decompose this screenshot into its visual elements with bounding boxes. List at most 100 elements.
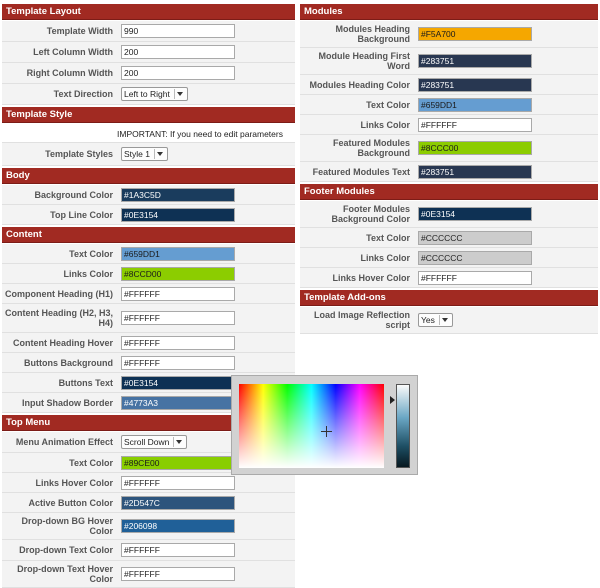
top-menu-color-input[interactable]: #FFFFFF [121,543,235,557]
content-color-input[interactable]: #FFFFFF [121,335,235,350]
footer-modules-row: Links Color #CCCCCC [300,248,598,268]
modules-color-input[interactable]: #283751 [418,54,532,68]
content-color-input[interactable]: #FFFFFF [121,355,235,370]
footer-modules-color-input[interactable]: #CCCCCC [418,230,532,245]
content-row: Buttons Text #0E3154 [2,373,295,393]
footer-modules-color-input[interactable]: #CCCCCC [418,250,532,265]
modules-label: Text Color [366,99,410,110]
template-styles-value: Style 1 [124,149,150,159]
modules-row: Modules Heading Background #F5A700 [300,21,598,48]
footer-modules-row: Text Color #CCCCCC [300,228,598,248]
section-template-addons-header: Template Add-ons [300,290,598,306]
footer-modules-label: Links Color [360,252,410,263]
content-row: Component Heading (H1) #FFFFFF [2,284,295,304]
modules-color-input[interactable]: #F5A700 [418,27,532,41]
content-rows: Text Color #659DD1 Links Color #8CCD00 Compo… [2,244,295,413]
crosshair-icon[interactable] [321,426,332,437]
content-label: Content Heading (H2, H3, H4) [4,308,113,328]
footer-modules-label: Text Color [366,232,410,243]
modules-row: Links Color #FFFFFF [300,115,598,135]
template-layout-label: Left Column Width [33,47,113,57]
body-color-input[interactable]: #1A3C5D [121,187,235,202]
section-footer-modules-header: Footer Modules [300,184,598,200]
brightness-slider[interactable] [396,384,410,468]
content-color-input[interactable]: #0E3154 [121,375,235,390]
footer-modules-color-input[interactable]: #0E3154 [418,207,532,221]
top-menu-color-input[interactable]: #FFFFFF [121,475,235,490]
template-layout-input[interactable]: 990 [121,24,235,38]
chevron-down-icon [154,149,165,159]
template-styles-select[interactable]: Style 1 [121,147,168,161]
text-direction-row: Text Direction Left to Right [2,84,295,105]
content-label: Input Shadow Border [22,397,113,408]
modules-row: Modules Heading Color #283751 [300,75,598,95]
modules-label: Module Heading First Word [318,51,410,71]
modules-label: Modules Heading Background [335,24,410,44]
content-label: Content Heading Hover [12,337,113,348]
content-color-input[interactable]: #FFFFFF [121,286,235,301]
top-menu-row: Drop-down Text Hover Color #FFFFFF [2,561,295,588]
content-color-input[interactable]: #4773A3 [121,395,235,410]
template-layout-label: Template Width [46,26,113,36]
footer-modules-label: Footer Modules Background Color [331,204,410,224]
important-note: IMPORTANT: If you need to edit parameter… [117,129,283,139]
top-menu-color-input[interactable]: #89CE00 [121,455,235,470]
text-direction-select[interactable]: Left to Right [121,87,188,101]
content-color-input[interactable]: #FFFFFF [121,311,235,325]
template-layout-input[interactable]: 200 [121,66,235,80]
top-menu-label: Drop-down Text Color [19,545,113,555]
content-label: Text Color [69,248,113,259]
content-color-input[interactable]: #659DD1 [121,246,235,261]
top-menu-label: Drop-down Text Hover Color [17,564,113,584]
top-menu-label: Links Hover Color [35,477,113,488]
section-body-header: Body [2,168,295,184]
modules-color-input[interactable]: #FFFFFF [418,117,532,132]
modules-color-input[interactable]: #283751 [418,77,532,92]
slider-arrow-icon[interactable] [390,396,395,404]
content-row: Links Color #8CCD00 [2,264,295,284]
top-menu-color-input[interactable]: #2D547C [121,495,235,510]
template-layout-input[interactable]: 200 [121,45,235,59]
menu-animation-select[interactable]: Scroll Down [121,435,188,449]
section-modules-header: Modules [300,4,598,20]
image-reflection-select[interactable]: Yes [418,313,453,327]
modules-label: Modules Heading Color [309,79,410,90]
important-note-row: IMPORTANT: If you need to edit parameter… [2,124,295,143]
chevron-down-icon [173,437,184,447]
footer-modules-row: Footer Modules Background Color #0E3154 [300,201,598,228]
color-spectrum[interactable] [239,384,384,468]
content-row: Buttons Background #FFFFFF [2,353,295,373]
content-row: Content Heading Hover #FFFFFF [2,333,295,353]
template-layout-row: Right Column Width 200 [2,63,295,84]
content-color-input[interactable]: #8CCD00 [121,266,235,281]
modules-row: Module Heading First Word #283751 [300,48,598,75]
template-layout-row: Template Width 990 [2,21,295,42]
template-layout-row: Left Column Width 200 [2,42,295,63]
image-reflection-row: Load Image Reflection script Yes [300,307,598,334]
content-label: Links Color [63,268,113,279]
modules-color-input[interactable]: #8CCC00 [418,141,532,155]
content-label: Component Heading (H1) [5,288,113,299]
template-layout-rows: Template Width 990 Left Column Width 200 Rig… [2,21,295,84]
modules-row: Featured Modules Text #283751 [300,162,598,182]
body-color-input[interactable]: #0E3154 [121,207,235,222]
top-menu-label: Drop-down BG Hover Color [21,516,114,536]
body-label: Background Color [34,189,113,200]
top-menu-row: Active Button Color #2D547C [2,493,295,513]
section-content-header: Content [2,227,295,243]
section-template-style-header: Template Style [2,107,295,123]
content-row: Content Heading (H2, H3, H4) #FFFFFF [2,304,295,333]
image-reflection-label: Load Image Reflection script [313,310,410,330]
modules-label: Links Color [360,119,410,130]
content-row: Text Color #659DD1 [2,244,295,264]
modules-color-input[interactable]: #659DD1 [418,97,532,112]
body-row: Top Line Color #0E3154 [2,205,295,225]
color-picker-popup [231,375,418,475]
modules-color-input[interactable]: #283751 [418,164,532,179]
top-menu-color-input[interactable]: #FFFFFF [121,567,235,581]
body-label: Top Line Color [50,209,113,220]
footer-modules-color-input[interactable]: #FFFFFF [418,270,532,285]
modules-label: Featured Modules Background [332,138,410,158]
template-styles-label: Template Styles [45,149,113,159]
top-menu-color-input[interactable]: #206098 [121,519,235,533]
